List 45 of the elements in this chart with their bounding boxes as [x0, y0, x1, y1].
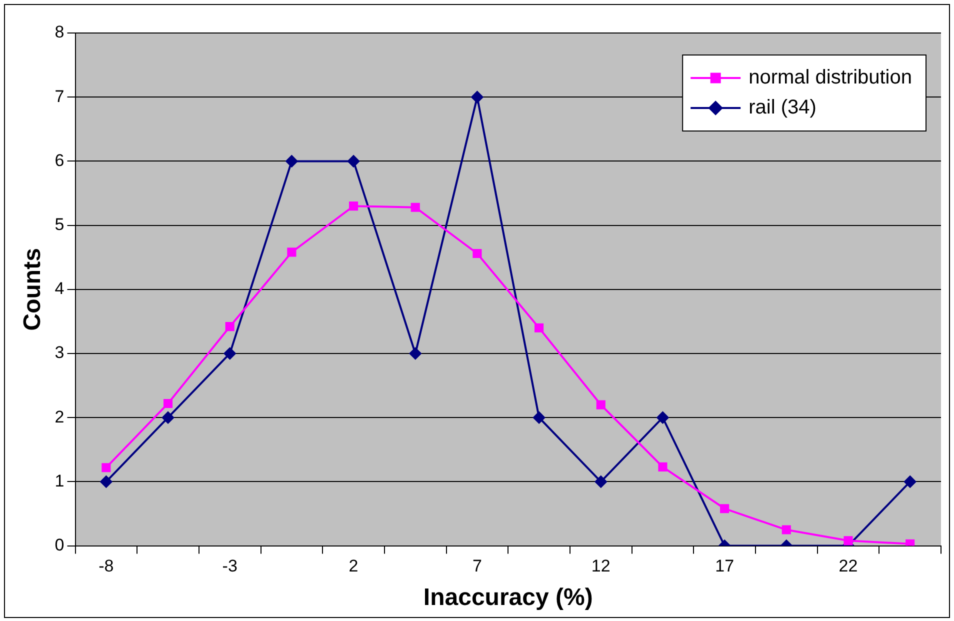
point	[410, 202, 420, 212]
point	[348, 155, 360, 168]
y-tick-label: 7	[54, 86, 64, 106]
y-tick-label: 1	[54, 471, 64, 490]
point	[162, 412, 174, 424]
point	[409, 348, 422, 360]
y-tick-label: 8	[54, 22, 64, 42]
y-tick-label: 4	[54, 279, 64, 298]
point	[782, 525, 791, 534]
point	[224, 348, 236, 360]
y-tick-label: 2	[54, 407, 64, 426]
point	[596, 400, 606, 410]
x-tick-label: 2	[348, 556, 358, 576]
point	[720, 504, 730, 514]
point	[906, 539, 915, 546]
point	[100, 476, 112, 488]
point	[471, 91, 484, 104]
point	[658, 462, 668, 472]
point	[163, 398, 173, 408]
point	[656, 412, 669, 424]
legend-label: rail (34)	[748, 96, 816, 119]
point	[844, 536, 853, 546]
point	[286, 155, 298, 168]
x-tick-label: 7	[472, 556, 482, 576]
y-tick-label: 5	[54, 214, 64, 234]
x-tick-label: 12	[591, 556, 610, 576]
legend-label: normal distribution	[748, 66, 912, 89]
y-tick-label: 0	[54, 535, 64, 554]
point	[472, 248, 482, 258]
point	[287, 248, 296, 257]
x-tick-label: 22	[838, 556, 858, 576]
x-tick-label: -8	[98, 556, 114, 576]
point	[534, 323, 544, 332]
point	[225, 322, 234, 332]
point	[594, 476, 607, 488]
point	[533, 412, 546, 424]
x-tick-label: -3	[222, 556, 238, 576]
point	[102, 463, 111, 472]
point	[904, 476, 916, 488]
x-tick-label: 17	[715, 556, 734, 576]
y-tick-label: 3	[54, 343, 64, 362]
x-axis-title: Inaccuracy (%)	[423, 584, 593, 612]
point	[348, 202, 358, 211]
y-axis-title: Counts	[19, 248, 46, 331]
y-tick-label: 6	[54, 150, 64, 170]
